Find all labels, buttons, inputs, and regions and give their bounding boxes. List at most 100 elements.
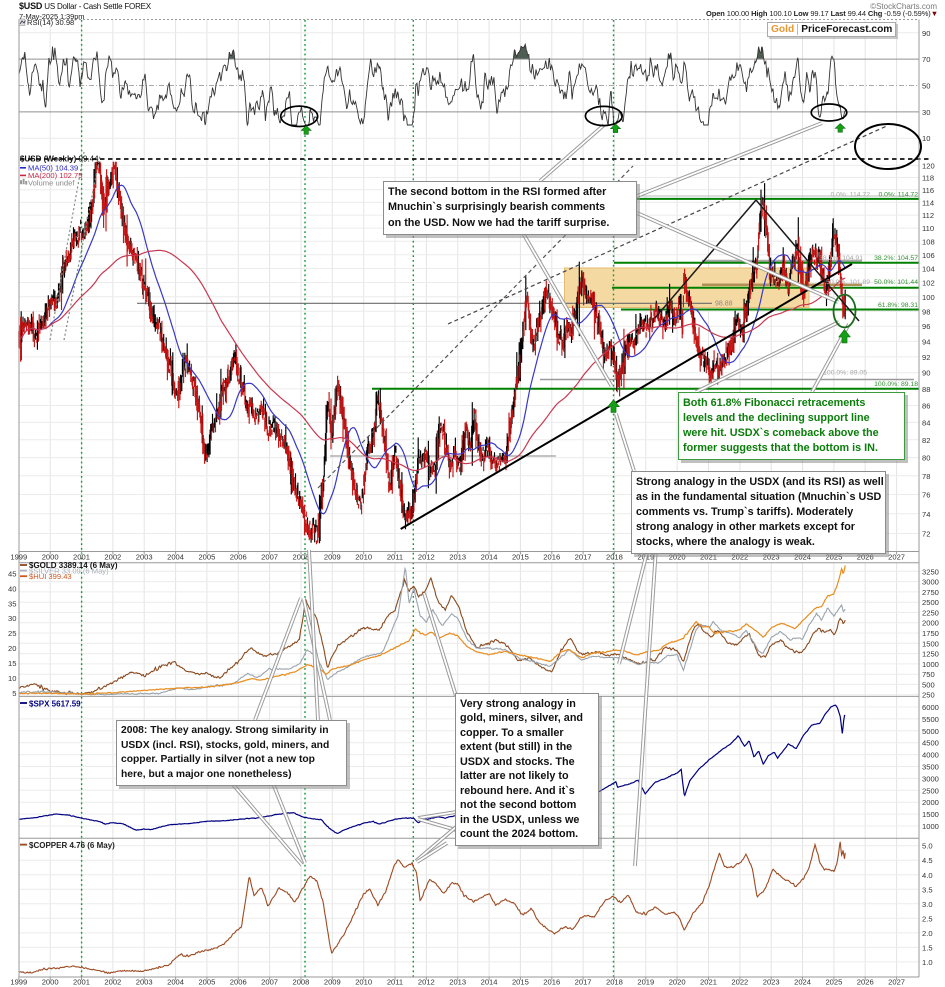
- svg-text:3.5: 3.5: [922, 885, 933, 894]
- svg-text:2023: 2023: [763, 553, 780, 562]
- svg-text:25: 25: [8, 629, 16, 638]
- svg-text:2010: 2010: [355, 553, 372, 562]
- svg-text:74: 74: [922, 510, 930, 519]
- svg-text:2008: 2008: [292, 978, 309, 987]
- svg-text:104: 104: [922, 265, 935, 274]
- svg-text:2025: 2025: [825, 553, 842, 562]
- svg-text:3000: 3000: [922, 578, 939, 587]
- svg-text:15: 15: [8, 659, 16, 668]
- svg-text:2000: 2000: [42, 553, 59, 562]
- svg-text:2004: 2004: [167, 553, 184, 562]
- svg-text:70: 70: [922, 55, 930, 64]
- svg-text:3500: 3500: [922, 763, 939, 772]
- svg-text:2250: 2250: [922, 608, 939, 617]
- svg-text:30: 30: [8, 614, 16, 623]
- svg-text:$GOLD 3389.14 (6 May): $GOLD 3389.14 (6 May): [29, 561, 118, 570]
- svg-text:4.0: 4.0: [922, 871, 933, 880]
- svg-text:2500: 2500: [922, 786, 939, 795]
- svg-text:94: 94: [922, 337, 930, 346]
- svg-text:2004: 2004: [167, 978, 184, 987]
- svg-text:61.8%: 98.31: 61.8%: 98.31: [878, 302, 918, 309]
- svg-text:1750: 1750: [922, 629, 939, 638]
- svg-text:2007: 2007: [261, 553, 278, 562]
- svg-text:2750: 2750: [922, 588, 939, 597]
- svg-text:750: 750: [922, 670, 935, 679]
- svg-text:1999: 1999: [10, 978, 27, 987]
- svg-text:2014: 2014: [481, 978, 498, 987]
- svg-text:2000: 2000: [922, 798, 939, 807]
- svg-text:1999: 1999: [10, 553, 27, 562]
- svg-text:92: 92: [922, 353, 930, 362]
- svg-text:2016: 2016: [543, 553, 560, 562]
- svg-text:2017: 2017: [575, 978, 592, 987]
- svg-text:250: 250: [922, 691, 935, 700]
- svg-text:2020: 2020: [669, 978, 686, 987]
- svg-text:2013: 2013: [449, 553, 466, 562]
- svg-text:3250: 3250: [922, 567, 939, 576]
- svg-text:96: 96: [922, 322, 930, 331]
- svg-text:Volume undef: Volume undef: [28, 178, 75, 187]
- svg-text:5: 5: [12, 689, 16, 698]
- svg-text:45: 45: [8, 569, 16, 578]
- svg-text:2003: 2003: [136, 553, 153, 562]
- svg-text:2022: 2022: [731, 978, 748, 987]
- svg-text:50: 50: [922, 82, 930, 91]
- svg-text:10: 10: [8, 674, 16, 683]
- svg-text:2008: 2008: [292, 553, 309, 562]
- svg-text:50.0%: 101.44: 50.0%: 101.44: [874, 279, 918, 286]
- svg-text:2010: 2010: [355, 978, 372, 987]
- svg-text:3000: 3000: [922, 774, 939, 783]
- svg-text:4500: 4500: [922, 739, 939, 748]
- svg-text:2.0: 2.0: [922, 929, 933, 938]
- svg-text:0.0%: 114.72: 0.0%: 114.72: [830, 192, 870, 199]
- svg-text:5500: 5500: [922, 715, 939, 724]
- svg-text:1.0: 1.0: [922, 958, 933, 967]
- svg-text:2006: 2006: [230, 978, 247, 987]
- svg-text:1000: 1000: [922, 822, 939, 831]
- svg-text:30: 30: [922, 108, 930, 117]
- svg-text:$USD (Weekly) 99.44: $USD (Weekly) 99.44: [20, 155, 99, 164]
- svg-text:2000: 2000: [42, 978, 59, 987]
- svg-text:2022: 2022: [731, 553, 748, 562]
- svg-text:4000: 4000: [922, 751, 939, 760]
- svg-text:2006: 2006: [230, 553, 247, 562]
- svg-text:2018: 2018: [606, 978, 623, 987]
- svg-text:90: 90: [922, 29, 930, 38]
- svg-text:90: 90: [922, 369, 930, 378]
- svg-text:5.0: 5.0: [922, 842, 933, 851]
- svg-text:86: 86: [922, 401, 930, 410]
- svg-text:102: 102: [922, 279, 935, 288]
- svg-text:114: 114: [922, 198, 934, 207]
- svg-text:0.0%: 114.72: 0.0%: 114.72: [878, 192, 918, 199]
- svg-text:100: 100: [922, 293, 935, 302]
- svg-text:2018: 2018: [606, 553, 623, 562]
- svg-text:2026: 2026: [857, 978, 874, 987]
- svg-text:2011: 2011: [387, 978, 403, 987]
- svg-text:RSI(14) 30.98: RSI(14) 30.98: [27, 18, 74, 27]
- svg-text:2007: 2007: [261, 978, 278, 987]
- svg-text:2027: 2027: [888, 978, 905, 987]
- svg-text:50.0%: 101.89: 50.0%: 101.89: [826, 279, 870, 286]
- svg-text:120: 120: [922, 161, 935, 170]
- svg-text:2024: 2024: [794, 978, 811, 987]
- svg-text:35: 35: [8, 599, 16, 608]
- svg-text:2021: 2021: [700, 978, 717, 987]
- svg-text:$SILVER 33.09 (6 May): $SILVER 33.09 (6 May): [29, 567, 109, 576]
- svg-text:2009: 2009: [324, 553, 341, 562]
- svg-text:2016: 2016: [543, 978, 560, 987]
- svg-text:2026: 2026: [857, 553, 874, 562]
- svg-text:2027: 2027: [888, 553, 905, 562]
- svg-text:2013: 2013: [449, 978, 466, 987]
- svg-text:1.5: 1.5: [922, 943, 933, 952]
- svg-text:82: 82: [922, 436, 930, 445]
- svg-text:72: 72: [922, 530, 930, 539]
- svg-text:80: 80: [922, 454, 930, 463]
- svg-text:38.2%: 104.57: 38.2%: 104.57: [874, 255, 918, 262]
- svg-text:100.0%: 89.18: 100.0%: 89.18: [874, 381, 918, 388]
- svg-text:78: 78: [922, 472, 930, 481]
- svg-text:2002: 2002: [104, 553, 121, 562]
- svg-text:500: 500: [922, 680, 935, 689]
- svg-text:2024: 2024: [794, 553, 811, 562]
- svg-text:2012: 2012: [418, 978, 435, 987]
- svg-text:2005: 2005: [198, 978, 215, 987]
